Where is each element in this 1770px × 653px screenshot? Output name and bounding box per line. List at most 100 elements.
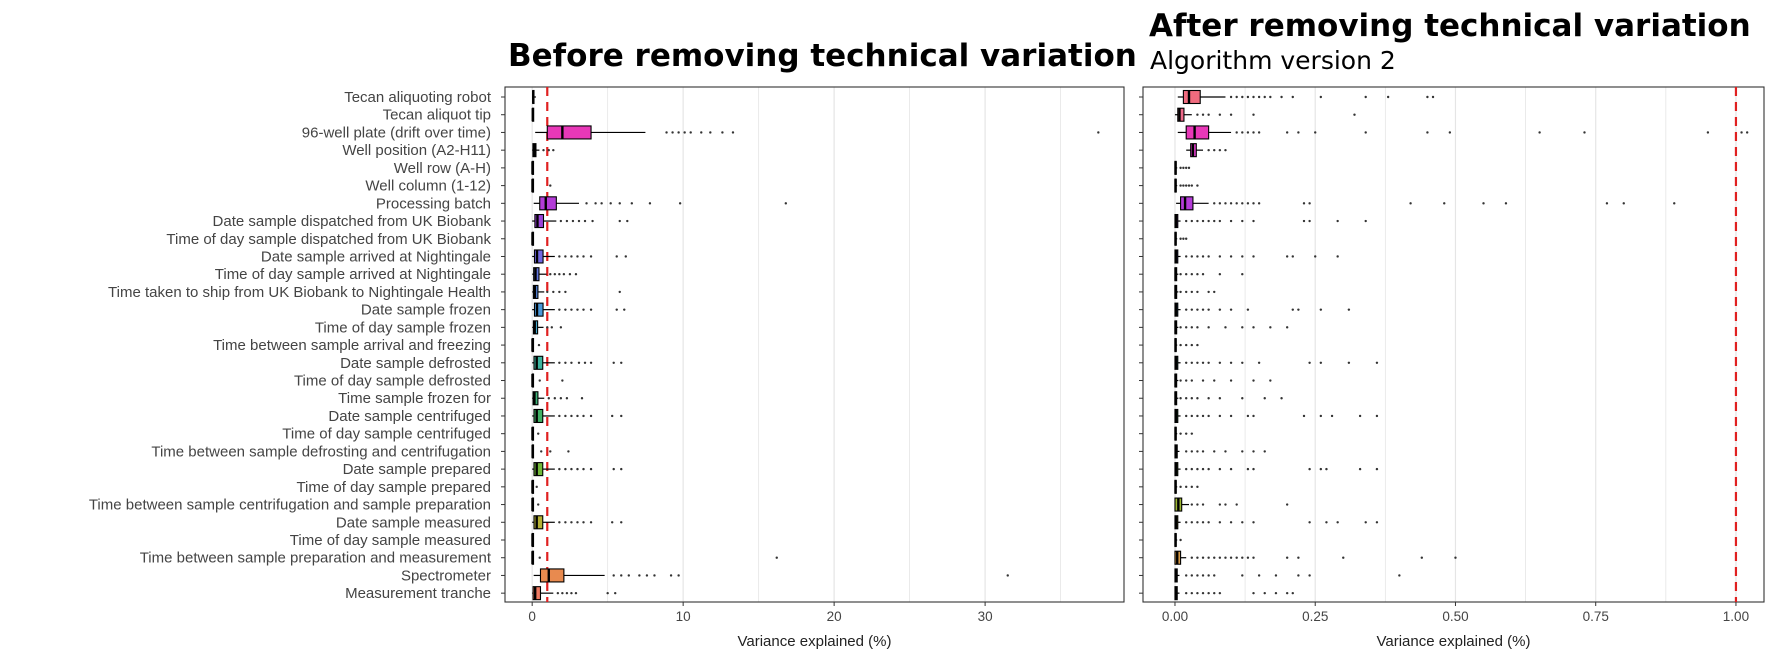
- outlier-point: [1257, 95, 1261, 99]
- category-label: Tecan aliquot tip: [383, 107, 491, 124]
- outlier-point: [1184, 343, 1188, 347]
- outlier-point: [1006, 574, 1009, 577]
- outlier-point: [620, 467, 623, 471]
- box-date-sample-centrifuged: [533, 408, 544, 424]
- outlier-point: [570, 308, 573, 311]
- outlier-point: [1196, 113, 1199, 116]
- outlier-point: [1263, 397, 1266, 400]
- outlier-point: [1218, 148, 1222, 152]
- outlier-point: [1673, 202, 1676, 205]
- outlier-point: [1336, 255, 1339, 258]
- outlier-point: [1184, 326, 1188, 329]
- outlier-point: [623, 308, 626, 311]
- category-label: Time of day sample measured: [290, 532, 491, 549]
- category-label: Time between sample defrosting and centr…: [151, 443, 491, 460]
- outlier-point: [612, 574, 615, 577]
- outlier-point: [1252, 131, 1255, 134]
- outlier-point: [570, 361, 573, 364]
- outlier-point: [1201, 591, 1205, 595]
- outlier-point: [1482, 202, 1485, 205]
- outlier-point: [577, 361, 581, 364]
- outlier-point: [1583, 131, 1586, 134]
- outlier-point: [600, 202, 603, 205]
- outlier-point: [677, 131, 680, 134]
- outlier-point: [1257, 361, 1261, 364]
- outlier-point: [537, 503, 540, 506]
- outlier-point: [1241, 450, 1244, 453]
- outlier-point: [1229, 95, 1233, 99]
- outlier-point: [1252, 202, 1255, 205]
- outlier-point: [1409, 202, 1412, 205]
- outlier-point: [538, 556, 541, 559]
- outlier-point: [1218, 521, 1222, 524]
- outlier-point: [1213, 379, 1216, 382]
- outlier-point: [1213, 219, 1216, 223]
- outlier-point: [1308, 521, 1311, 524]
- category-label: Time of day sample arrived at Nightingal…: [215, 266, 491, 283]
- outlier-point: [1190, 591, 1194, 595]
- outlier-point: [589, 521, 593, 524]
- category-label: Time between sample arrival and freezing: [213, 337, 491, 354]
- outlier-point: [582, 521, 585, 524]
- x-tick-label: 0.75: [1583, 609, 1609, 624]
- outlier-point: [1184, 574, 1188, 577]
- outlier-point: [552, 148, 555, 152]
- outlier-point: [1207, 326, 1210, 329]
- outlier-point: [1201, 113, 1205, 116]
- outlier-point: [1252, 450, 1255, 453]
- outlier-point: [559, 326, 563, 329]
- outlier-point: [1196, 556, 1199, 559]
- outlier-point: [564, 308, 567, 311]
- outlier-point: [1330, 414, 1334, 418]
- outlier-point: [1184, 467, 1188, 471]
- outlier-point: [1224, 503, 1227, 506]
- outlier-point: [1241, 219, 1244, 223]
- outlier-point: [564, 361, 567, 364]
- outlier-point: [546, 290, 549, 294]
- category-label: Measurement tranche: [345, 585, 491, 602]
- outlier-point: [1319, 414, 1323, 418]
- outlier-point: [1218, 397, 1222, 400]
- outlier-point: [1224, 202, 1227, 205]
- outlier-point: [1218, 273, 1222, 276]
- outlier-point: [1297, 574, 1300, 577]
- outlier-point: [1235, 95, 1238, 99]
- outlier-point: [1364, 219, 1367, 223]
- outlier-point: [558, 273, 561, 276]
- outlier-point: [1246, 308, 1250, 311]
- outlier-point: [612, 361, 615, 364]
- category-label: Time between sample preparation and meas…: [140, 550, 492, 567]
- outlier-point: [1207, 113, 1210, 116]
- outlier-point: [582, 308, 585, 311]
- outlier-point: [558, 255, 561, 258]
- outlier-point: [1190, 273, 1194, 276]
- outlier-point: [606, 591, 609, 595]
- category-label: Date sample frozen: [361, 302, 491, 319]
- outlier-point: [1269, 326, 1272, 329]
- outlier-point: [1241, 326, 1244, 329]
- outlier-point: [1448, 131, 1452, 134]
- outlier-point: [1201, 521, 1205, 524]
- box-measurement-tranche: [532, 586, 542, 601]
- outlier-point: [559, 219, 563, 223]
- outlier-point: [1285, 503, 1289, 506]
- outlier-point: [1196, 343, 1199, 347]
- outlier-point: [620, 574, 623, 577]
- outlier-point: [1297, 556, 1300, 559]
- outlier-point: [1291, 308, 1294, 311]
- box-spectrometer: [539, 568, 565, 583]
- outlier-point: [1201, 503, 1205, 506]
- outlier-point: [1196, 414, 1199, 418]
- outlier-point: [1201, 361, 1205, 364]
- x-tick-label: 10: [676, 609, 691, 624]
- box-96-well-plate-drift-over-time-: [1185, 125, 1210, 140]
- outlier-point: [1184, 361, 1188, 364]
- outlier-point: [1207, 574, 1210, 577]
- outlier-point: [1224, 148, 1227, 152]
- outlier-point: [1229, 379, 1233, 382]
- right-chart-subtitle: Algorithm version 2: [1150, 46, 1396, 75]
- outlier-point: [1190, 574, 1194, 577]
- outlier-point: [1358, 467, 1362, 471]
- outlier-point: [1201, 219, 1205, 223]
- box-date-sample-frozen: [533, 302, 544, 317]
